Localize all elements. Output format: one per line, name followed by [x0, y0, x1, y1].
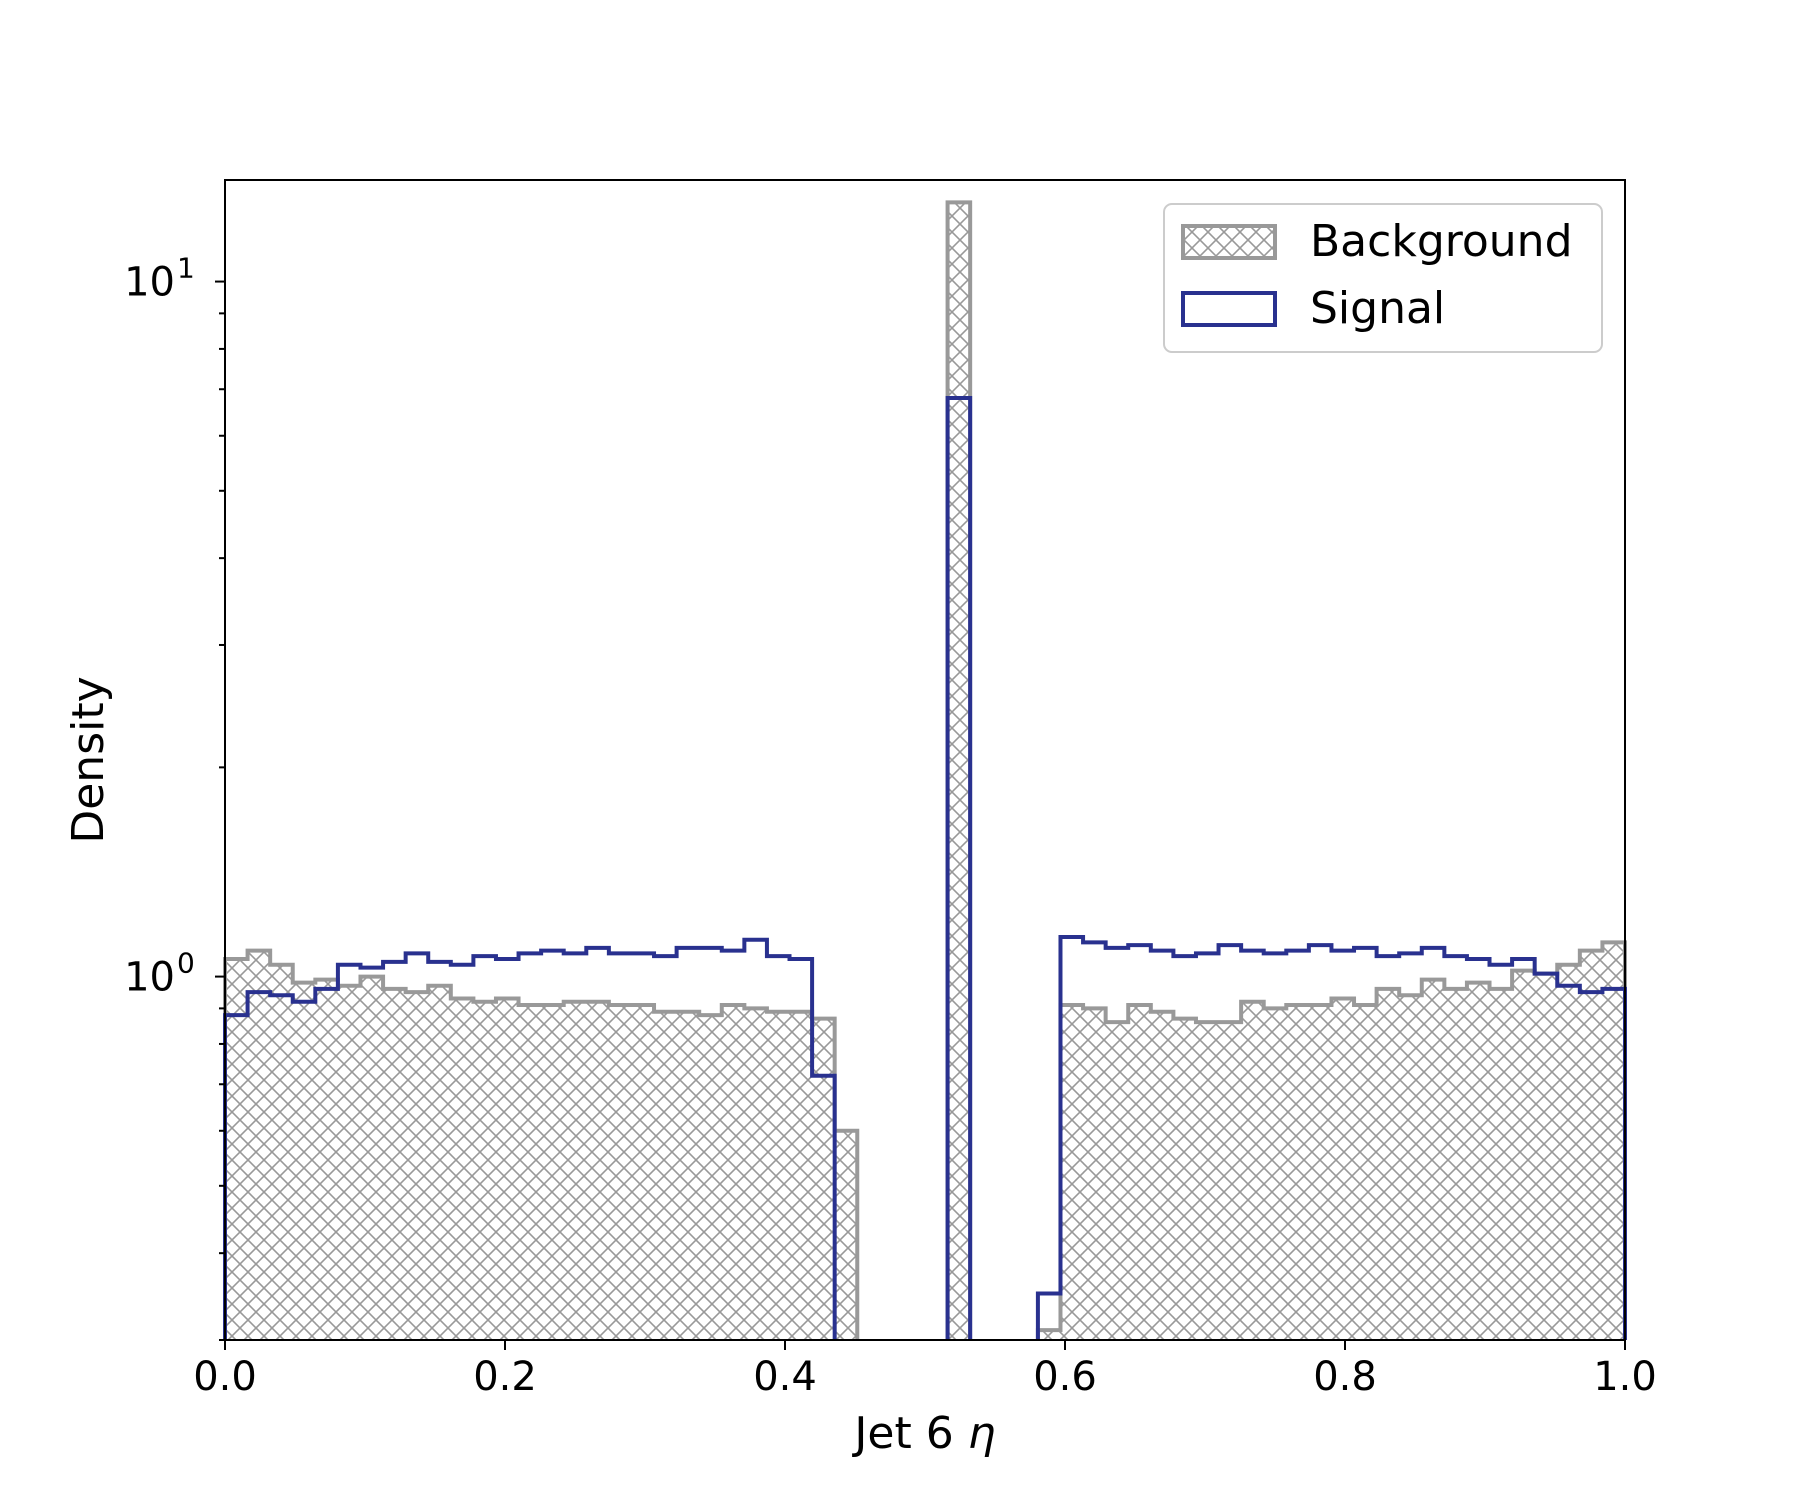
bar-background [1105, 1022, 1129, 1340]
bar-background [1241, 1001, 1265, 1340]
bar-background [1602, 942, 1626, 1340]
bar-background [563, 1001, 587, 1340]
bar-background [1173, 1018, 1197, 1340]
bar-background [1444, 988, 1468, 1340]
legend-swatch-background [1181, 224, 1277, 260]
bar-background [1489, 988, 1513, 1340]
bar-background [812, 1018, 836, 1340]
bar-background [270, 964, 294, 1340]
legend-label-signal: Signal [1310, 283, 1445, 334]
y-tick-exponent: 0 [177, 947, 195, 980]
bar-background [947, 202, 971, 1340]
bar-background [1083, 1008, 1107, 1340]
series-signal-outline [223, 395, 1627, 1340]
legend: Background Signal [1163, 203, 1603, 353]
bar-background [337, 985, 361, 1340]
bar-background [1354, 1005, 1378, 1340]
bar-background [721, 1005, 745, 1340]
bar-background [405, 992, 429, 1340]
bar-background [1399, 995, 1423, 1340]
bar-background [1308, 1005, 1332, 1340]
bar-background [766, 1011, 791, 1340]
bar-background [699, 1015, 723, 1340]
bar-background [1218, 1022, 1242, 1340]
bar-background [744, 1008, 768, 1340]
y-tick-exponent: 1 [177, 252, 195, 285]
bar-background [1466, 982, 1491, 1340]
bar-background [1150, 1011, 1174, 1340]
bar-background [654, 1011, 678, 1340]
x-axis: 0.0 0.2 0.4 0.6 0.8 1.0 [193, 1340, 1657, 1400]
bar-background [1060, 1005, 1084, 1340]
bar-background [428, 985, 452, 1340]
x-tick-label: 0.2 [473, 1354, 537, 1400]
x-tick-label: 0.8 [1313, 1354, 1377, 1400]
legend-swatch-signal [1181, 291, 1277, 327]
bar-background [631, 1005, 655, 1340]
bar-background [541, 1005, 565, 1340]
bar-background [292, 982, 316, 1340]
bar-background [247, 950, 271, 1340]
plot-frame [224, 179, 1626, 1341]
bar-background [1534, 973, 1558, 1340]
bar-background [518, 1005, 542, 1340]
x-tick-label: 1.0 [1593, 1354, 1657, 1400]
bar-background [1331, 998, 1355, 1340]
bar-background [834, 1130, 858, 1340]
bar-background [608, 1005, 632, 1340]
y-tick-label: 10 [124, 955, 175, 1001]
bar-background [225, 958, 249, 1340]
bar-background [1557, 964, 1581, 1340]
x-tick-label: 0.6 [1033, 1354, 1097, 1400]
bar-background [315, 979, 339, 1340]
bar-background [383, 988, 407, 1340]
bar-background [1421, 979, 1445, 1340]
y-tick-label: 10 [124, 260, 175, 306]
x-tick-label: 0.0 [193, 1354, 257, 1400]
bar-background [1376, 988, 1400, 1340]
bars-layer [225, 202, 1626, 1340]
bar-background [450, 998, 474, 1340]
bar-background [676, 1011, 700, 1340]
bar-background [789, 1011, 813, 1340]
x-tick-label: 0.4 [753, 1354, 817, 1400]
bar-background [1195, 1022, 1220, 1340]
bar-background [495, 998, 520, 1340]
steps-layer [223, 200, 1627, 1340]
bar-background [360, 976, 384, 1340]
bar-background [1512, 970, 1536, 1340]
bar-background [1128, 1005, 1152, 1340]
bar-background [1263, 1008, 1287, 1340]
bar-background [1037, 1330, 1061, 1340]
legend-label-background: Background [1310, 216, 1573, 267]
bar-background [1286, 1005, 1310, 1340]
y-axis-label: Density [63, 676, 114, 843]
bar-background [1579, 950, 1603, 1340]
bar-background [473, 1001, 497, 1340]
bar-background [586, 1001, 610, 1340]
x-axis-label: Jet 6 η [851, 1408, 995, 1459]
